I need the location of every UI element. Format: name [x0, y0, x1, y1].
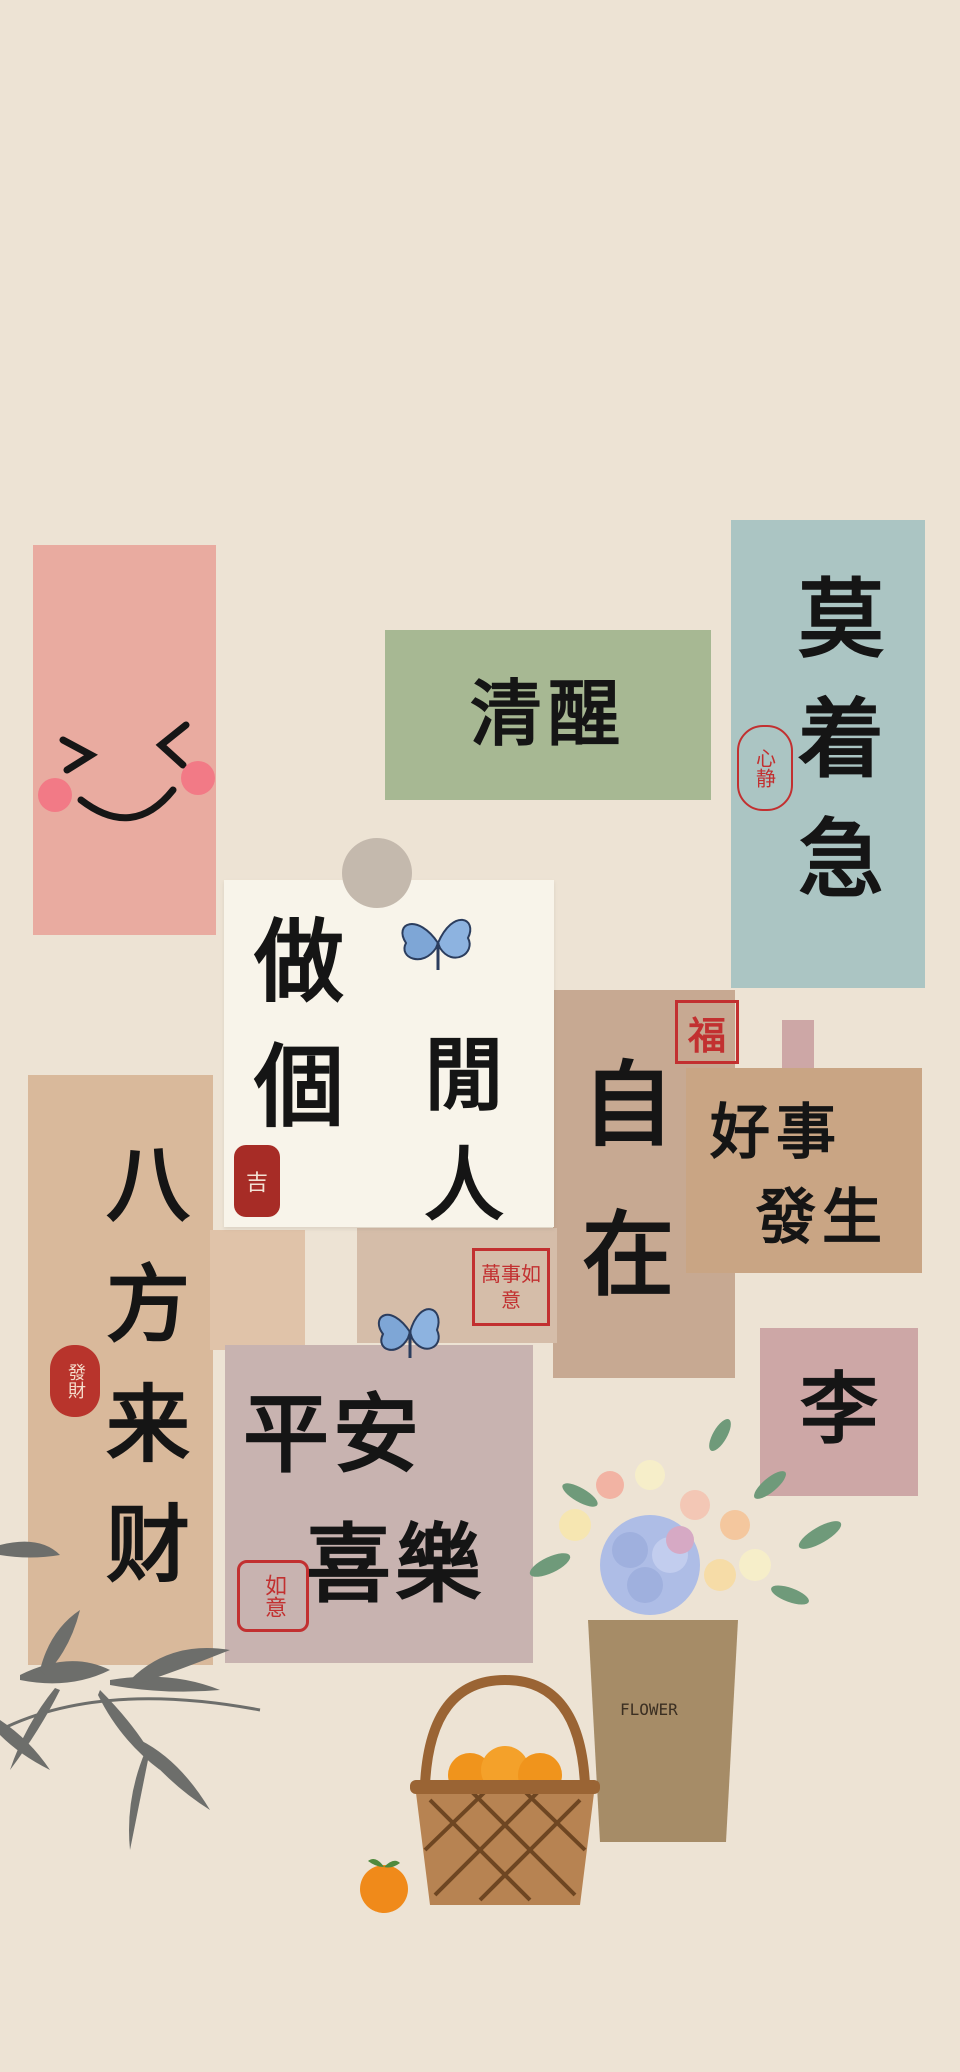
pin-icon [342, 838, 412, 908]
mozheji-card: 莫着急 心静 [731, 520, 925, 988]
flower-bag: FLOWER [588, 1620, 738, 1842]
xianren-card: 做個 閒人 吉 [224, 880, 554, 1232]
ji-seal: 吉 [234, 1145, 280, 1217]
facai-seal: 發財 [50, 1345, 100, 1417]
orange-icon [360, 1859, 408, 1913]
small-patch [210, 1230, 305, 1350]
zizai-text: 自在 [581, 1051, 674, 1309]
pingan-line1: 平安 [243, 1384, 423, 1485]
bafang-text: 八方来财 [105, 1135, 190, 1594]
li-text: 李 [799, 1364, 878, 1455]
haoshi-line1: 好事 [710, 1098, 842, 1168]
mozheji-text: 莫着急 [798, 569, 884, 910]
bafang-card: 八方来财 發財 [28, 1075, 213, 1665]
flower-bouquet-icon [529, 1419, 842, 1615]
li-card: 李 [760, 1328, 918, 1496]
wanshi-seal: 萬事如意 [472, 1248, 550, 1326]
qingxing-text: 清醒 [469, 671, 626, 756]
xianren-line1: 做個 [254, 909, 344, 1140]
pingan-card: 平安 喜樂 如意 [225, 1345, 533, 1663]
smiley-face-icon [38, 721, 215, 822]
haoshi-tab [782, 1020, 814, 1072]
ruyi-seal: 如意 [237, 1560, 309, 1632]
butterfly-icon [401, 918, 472, 970]
butterfly-icon [377, 1308, 440, 1358]
qingxing-card: 清醒 [385, 630, 711, 800]
haoshi-line2: 發生 [756, 1183, 888, 1253]
xianren-line2: 閒人 [424, 1028, 504, 1232]
orange-basket-icon [410, 1674, 600, 1905]
smiley-card [33, 545, 216, 935]
bamboo-leaves-icon [0, 1541, 261, 1850]
wanshi-card: 萬事如意 [357, 1228, 557, 1343]
haoshi-card: 好事 發生 [686, 1068, 922, 1273]
pingan-line2: 喜樂 [305, 1514, 485, 1615]
xinjing-seal: 心静 [737, 725, 793, 811]
fu-seal: 福 [675, 1000, 739, 1064]
flower-bag-label: FLOWER [620, 1700, 678, 1719]
